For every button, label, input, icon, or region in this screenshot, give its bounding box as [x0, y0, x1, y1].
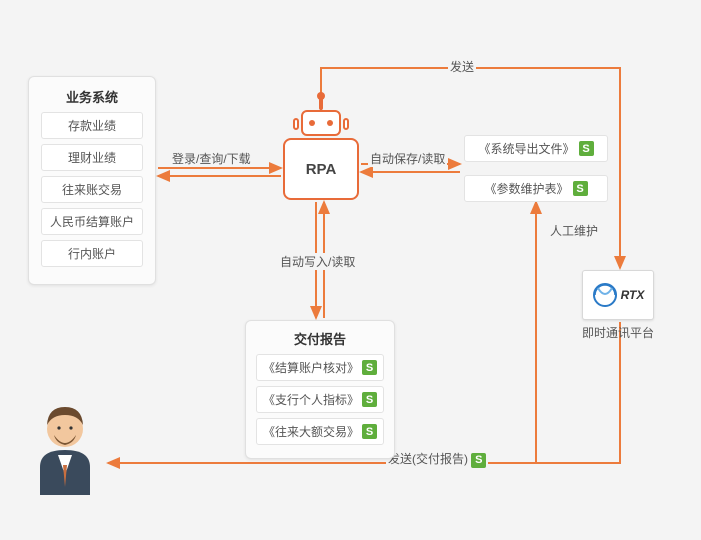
business-system-title: 业务系统	[37, 87, 147, 106]
business-system-box: 业务系统 存款业绩 理财业绩 往来账交易 人民币结算账户 行内账户	[28, 76, 156, 285]
rpa-label: RPA	[306, 161, 337, 178]
file-box-2: 《参数维护表》 S	[462, 170, 610, 207]
person-icon	[30, 395, 100, 495]
rtx-caption: 即时通讯平台	[572, 324, 664, 341]
edge-label-maintain: 人工维护	[548, 222, 600, 239]
robot-ear	[343, 118, 349, 130]
report-box: 交付报告 《结算账户核对》 S 《支行个人指标》 S 《往来大额交易》 S	[245, 320, 395, 459]
diagram-canvas: 发送 登录/查询/下载 自动保存/读取 自动写入/读取 人工维护 发送(交付报告…	[0, 0, 701, 540]
report-item: 《支行个人指标》 S	[256, 386, 384, 413]
edge-label-login: 登录/查询/下载	[170, 150, 253, 167]
file-item: 《系统导出文件》 S	[464, 135, 608, 162]
report-item-label: 《结算账户核对》	[263, 359, 358, 376]
file-item-label: 《参数维护表》	[484, 180, 568, 197]
robot-eye	[327, 120, 333, 126]
edge-label-sendreport-text: 发送(交付报告)	[388, 452, 468, 466]
robot-ear	[293, 118, 299, 130]
edge-label-autowrite: 自动写入/读取	[278, 253, 357, 270]
rtx-globe-icon	[592, 282, 618, 308]
excel-icon: S	[362, 360, 377, 375]
rpa-node: RPA	[283, 138, 359, 200]
report-item: 《结算账户核对》 S	[256, 354, 384, 381]
robot-eye	[309, 120, 315, 126]
file-item-label: 《系统导出文件》	[478, 140, 574, 157]
excel-icon: S	[362, 392, 377, 407]
biz-item: 理财业绩	[41, 144, 143, 171]
biz-item: 往来账交易	[41, 176, 143, 203]
edge-label-send: 发送	[448, 58, 476, 75]
report-item: 《往来大额交易》 S	[256, 418, 384, 445]
excel-icon: S	[573, 181, 588, 196]
excel-icon: S	[471, 453, 486, 468]
rtx-brand: RTX	[621, 288, 645, 302]
report-item-label: 《往来大额交易》	[263, 423, 358, 440]
robot-antenna	[319, 98, 323, 110]
report-item-label: 《支行个人指标》	[263, 391, 358, 408]
file-item: 《参数维护表》 S	[464, 175, 608, 202]
biz-item: 人民币结算账户	[41, 208, 143, 235]
excel-icon: S	[579, 141, 594, 156]
biz-item: 存款业绩	[41, 112, 143, 139]
file-box-1: 《系统导出文件》 S	[462, 130, 610, 167]
edge-label-sendreport: 发送(交付报告) S	[386, 450, 488, 468]
edge-label-autosave: 自动保存/读取	[368, 150, 447, 167]
excel-icon: S	[362, 424, 377, 439]
rtx-node: RTX	[582, 270, 654, 320]
biz-item: 行内账户	[41, 240, 143, 267]
report-title: 交付报告	[254, 329, 386, 348]
robot-head	[301, 110, 341, 136]
